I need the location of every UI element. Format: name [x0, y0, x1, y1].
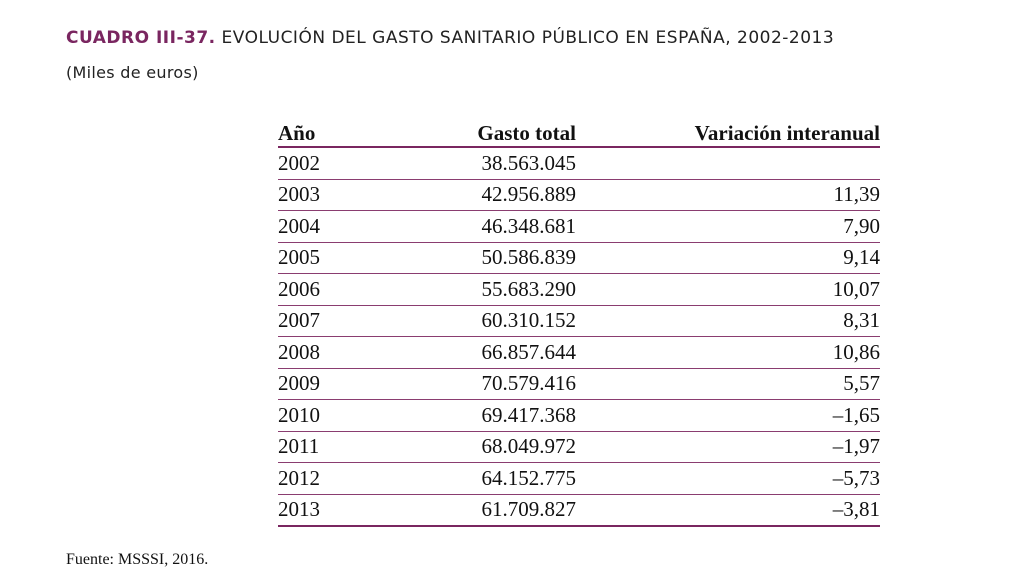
table-row: 2012 64.152.775 –5,73 — [278, 462, 880, 495]
table-title: CUADRO III-37. EVOLUCIÓN DEL GASTO SANIT… — [66, 28, 834, 48]
cell-total: 42.956.889 — [408, 179, 576, 211]
cell-total: 64.152.775 — [408, 462, 576, 495]
table-row: 2006 55.683.290 10,07 — [278, 273, 880, 306]
cell-variation: –1,97 — [576, 431, 880, 463]
table-title-text: EVOLUCIÓN DEL GASTO SANITARIO PÚBLICO EN… — [221, 28, 835, 48]
cell-variation: 7,90 — [576, 210, 880, 243]
cell-total: 69.417.368 — [408, 399, 576, 432]
cell-variation: –1,65 — [576, 399, 880, 432]
cell-total: 50.586.839 — [408, 242, 576, 274]
cell-total: 70.579.416 — [408, 368, 576, 400]
cell-total: 61.709.827 — [408, 494, 576, 527]
table-row: 2013 61.709.827 –3,81 — [278, 494, 880, 527]
cell-variation: –3,81 — [576, 494, 880, 527]
cell-variation: –5,73 — [576, 462, 880, 495]
cell-year: 2002 — [278, 147, 408, 180]
cell-variation: 10,86 — [576, 336, 880, 369]
cell-year: 2009 — [278, 368, 408, 400]
table-row: 2009 70.579.416 5,57 — [278, 368, 880, 400]
cell-variation: 5,57 — [576, 368, 880, 400]
cell-total: 55.683.290 — [408, 273, 576, 306]
cell-year: 2005 — [278, 242, 408, 274]
cell-year: 2013 — [278, 494, 408, 527]
cell-year: 2008 — [278, 336, 408, 369]
table-row: 2008 66.857.644 10,86 — [278, 336, 880, 369]
cell-total: 46.348.681 — [408, 210, 576, 243]
column-header-year: Año — [278, 116, 408, 148]
table-row: 2011 68.049.972 –1,97 — [278, 431, 880, 463]
cell-year: 2007 — [278, 305, 408, 337]
table-row: 2002 38.563.045 — [278, 147, 880, 180]
source-note: Fuente: MSSSI, 2016. — [66, 551, 209, 568]
table-row: 2004 46.348.681 7,90 — [278, 210, 880, 243]
cell-variation: 11,39 — [576, 179, 880, 211]
cell-variation — [576, 147, 880, 180]
cell-total: 68.049.972 — [408, 431, 576, 463]
cell-total: 60.310.152 — [408, 305, 576, 337]
table-row: 2007 60.310.152 8,31 — [278, 305, 880, 337]
table-row: 2010 69.417.368 –1,65 — [278, 399, 880, 432]
table-subtitle: (Miles de euros) — [66, 63, 199, 82]
cell-year: 2003 — [278, 179, 408, 211]
column-header-total: Gasto total — [408, 116, 576, 148]
cell-variation: 8,31 — [576, 305, 880, 337]
table-row: 2005 50.586.839 9,14 — [278, 242, 880, 274]
cell-total: 38.563.045 — [408, 147, 576, 180]
cell-variation: 9,14 — [576, 242, 880, 274]
cell-total: 66.857.644 — [408, 336, 576, 369]
table-row: 2003 42.956.889 11,39 — [278, 179, 880, 211]
cell-year: 2006 — [278, 273, 408, 306]
table-header-row: Año Gasto total Variación interanual — [278, 116, 880, 148]
cell-variation: 10,07 — [576, 273, 880, 306]
cell-year: 2004 — [278, 210, 408, 243]
table-number-label: CUADRO III-37. — [66, 28, 216, 48]
column-header-variation: Variación interanual — [576, 116, 880, 148]
cell-year: 2010 — [278, 399, 408, 432]
spending-table: Año Gasto total Variación interanual 200… — [278, 116, 880, 527]
cell-year: 2012 — [278, 462, 408, 495]
cell-year: 2011 — [278, 431, 408, 463]
